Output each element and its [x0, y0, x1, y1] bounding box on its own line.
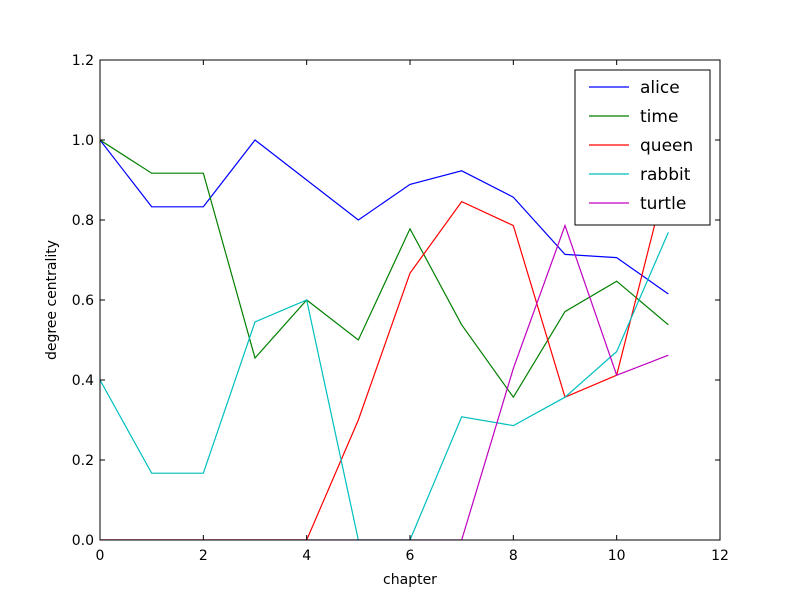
series-line-queen: [100, 170, 669, 540]
y-tick-label: 0.6: [72, 293, 94, 309]
series-line-rabbit: [100, 232, 669, 540]
y-axis: 0.0 0.2 0.4 0.6 0.8 1.0 1.2: [72, 53, 720, 549]
legend-label-turtle: turtle: [640, 194, 686, 214]
x-axis-label: chapter: [383, 572, 437, 588]
y-tick-label: 1.0: [72, 133, 94, 149]
y-tick-label: 1.2: [72, 53, 94, 69]
y-axis-label: degree centrality: [44, 240, 60, 360]
legend-label-rabbit: rabbit: [640, 165, 691, 185]
x-tick-label: 12: [711, 548, 729, 564]
series-line-turtle: [100, 223, 669, 540]
x-tick-label: 4: [302, 548, 311, 564]
x-tick-label: 8: [509, 548, 518, 564]
x-tick-label: 6: [406, 548, 415, 564]
legend-label-time: time: [640, 107, 678, 127]
x-axis: 0 2 4 6 8 10 12: [96, 60, 729, 564]
legend-label-alice: alice: [640, 78, 680, 98]
legend: alice time queen rabbit turtle: [574, 69, 711, 226]
x-tick-label: 0: [96, 548, 105, 564]
y-tick-label: 0.8: [72, 213, 94, 229]
series-line-alice: [100, 139, 669, 295]
series-lines: [100, 139, 669, 540]
x-tick-label: 2: [199, 548, 208, 564]
legend-box: [574, 69, 711, 226]
y-tick-label: 0.4: [72, 373, 94, 389]
y-tick-label: 0.0: [72, 533, 94, 549]
y-tick-label: 0.2: [72, 453, 94, 469]
series-line-time: [100, 139, 669, 399]
legend-label-queen: queen: [640, 136, 693, 156]
x-tick-label: 10: [608, 548, 626, 564]
